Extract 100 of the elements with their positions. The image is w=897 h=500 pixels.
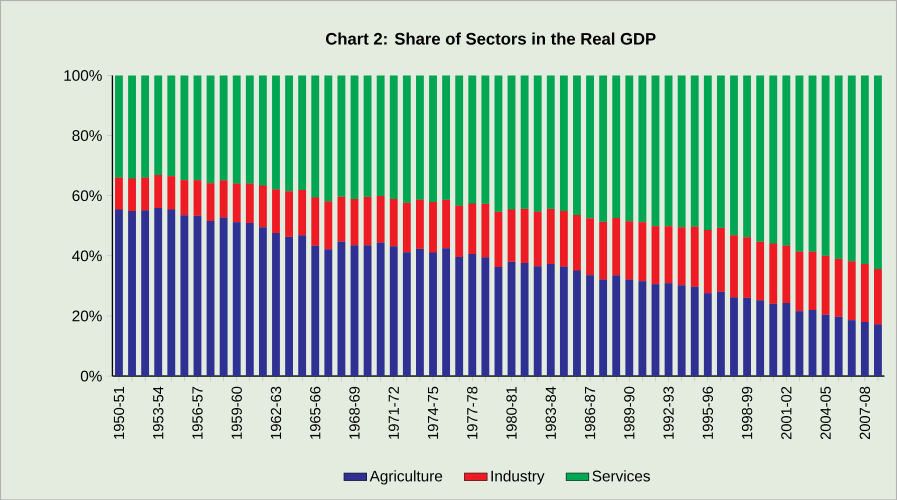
bar — [822, 75, 830, 256]
bar — [690, 286, 699, 376]
bar — [508, 209, 516, 262]
bar — [756, 75, 764, 242]
x-tick-label: 1965-66 — [310, 386, 320, 439]
x-tick-label: 1959-60 — [232, 386, 242, 439]
bar — [180, 180, 188, 216]
bar — [652, 284, 660, 376]
bar — [115, 177, 123, 210]
bar — [128, 178, 136, 211]
bar — [756, 241, 764, 300]
bar — [167, 75, 176, 176]
bar — [481, 204, 490, 258]
bar — [206, 75, 214, 183]
bar — [141, 210, 150, 376]
y-tick-label: 100% — [64, 70, 102, 81]
bar — [808, 310, 816, 376]
bar — [782, 75, 790, 246]
bar — [115, 209, 123, 376]
x-tick-label: 1953-54 — [153, 386, 164, 439]
bar — [730, 75, 738, 236]
bar — [481, 75, 490, 204]
bar — [154, 174, 162, 208]
x-tick-label: 2007-08 — [860, 386, 870, 439]
bar — [429, 252, 437, 376]
bar — [455, 256, 464, 376]
bar — [364, 196, 372, 246]
bar — [834, 258, 843, 317]
bar — [416, 248, 424, 376]
bar — [364, 245, 372, 376]
bar — [625, 221, 634, 280]
bar — [390, 246, 398, 376]
bar — [376, 75, 385, 196]
bar — [141, 177, 150, 210]
bar — [442, 248, 450, 376]
x-tick-label: 1980-81 — [506, 386, 517, 439]
bar — [285, 75, 293, 191]
x-tick-label: 1950-51 — [114, 386, 124, 439]
bar — [468, 75, 476, 204]
bar — [390, 198, 398, 246]
y-tick-label: 40% — [72, 250, 102, 262]
bar — [730, 235, 738, 298]
bar — [494, 75, 502, 212]
bar — [402, 75, 411, 203]
bar — [324, 75, 332, 202]
bar — [730, 297, 738, 376]
bar — [652, 226, 660, 284]
x-tick-label: 1992-93 — [663, 386, 674, 439]
bar — [494, 266, 502, 376]
bar — [546, 264, 555, 376]
x-tick-label: 1977-78 — [467, 386, 478, 439]
bar — [429, 75, 437, 202]
bar — [285, 236, 293, 376]
bar — [860, 75, 869, 264]
bar — [808, 75, 816, 252]
bar — [860, 264, 869, 322]
bar — [232, 75, 241, 184]
y-tick-label: 20% — [72, 310, 102, 322]
bar — [795, 310, 804, 376]
bar — [586, 218, 594, 275]
bar — [874, 268, 882, 324]
bar — [638, 222, 646, 281]
x-tick-label: 1986-87 — [584, 386, 596, 439]
bar — [638, 280, 646, 376]
bar — [769, 243, 778, 304]
bar — [808, 251, 816, 310]
bar — [678, 285, 686, 376]
bar — [704, 292, 712, 376]
bar — [782, 302, 790, 376]
bar — [716, 75, 725, 228]
bar — [298, 190, 306, 236]
bar — [664, 226, 672, 283]
bar — [141, 75, 150, 178]
bar — [769, 75, 778, 244]
bar — [206, 220, 214, 376]
bar — [795, 251, 804, 311]
bar — [481, 257, 490, 376]
bar — [560, 210, 568, 266]
bar — [246, 222, 254, 376]
bar — [337, 241, 346, 376]
bar — [167, 209, 176, 376]
bar — [520, 75, 529, 209]
bar — [311, 246, 320, 376]
x-tick-label: 1998-99 — [742, 386, 752, 439]
bar — [612, 275, 620, 376]
bar — [364, 75, 372, 197]
bar — [652, 75, 660, 226]
bar — [678, 75, 686, 228]
bar — [337, 196, 346, 242]
bar — [194, 180, 202, 216]
bar — [311, 197, 320, 246]
bar — [625, 279, 634, 376]
bar — [194, 216, 202, 376]
bar — [834, 75, 843, 259]
x-tick-label: 1989-90 — [624, 386, 634, 439]
bar — [664, 282, 672, 376]
bar — [848, 75, 856, 262]
x-tick-label: 1974-75 — [428, 386, 438, 439]
bar — [272, 232, 280, 376]
bar — [782, 245, 790, 303]
